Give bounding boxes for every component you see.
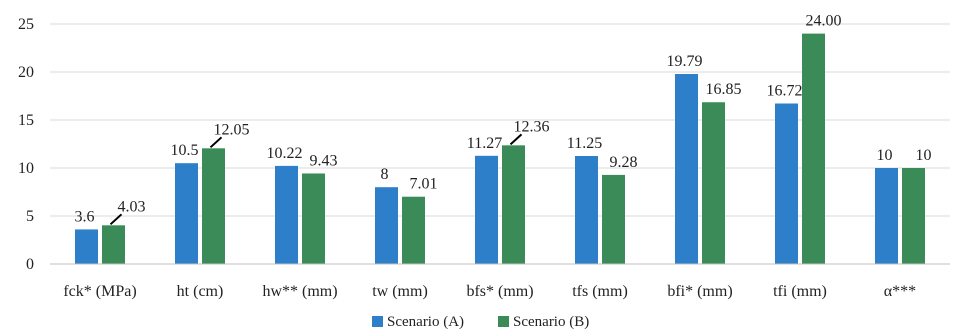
bar-a-6 [575, 156, 598, 264]
x-category-label-1: fck* (MPa) [63, 283, 136, 300]
bar-b-6 [602, 174, 625, 264]
legend: Scenario (A) Scenario (B) [372, 314, 589, 330]
y-gridlines [50, 23, 950, 217]
y-tick-label-15: 15 [18, 112, 34, 129]
bar-b-4 [402, 196, 425, 264]
bar-a-1 [75, 229, 98, 264]
x-category-label-7: bfi* (mm) [667, 283, 732, 300]
data-label-b-8: 24.00 [806, 13, 842, 30]
data-label-b-9: 10 [916, 147, 932, 164]
y-tick-label-20: 20 [18, 64, 34, 81]
bar-b-8 [802, 33, 825, 264]
data-label-a-3: 10.22 [267, 145, 303, 162]
bars [75, 33, 925, 265]
bar-a-8 [775, 103, 798, 264]
bar-a-7 [675, 74, 698, 265]
bar-b-7 [702, 102, 725, 265]
bar-b-3 [302, 173, 325, 264]
bar-a-3 [275, 165, 298, 264]
data-label-a-2: 10.5 [171, 142, 199, 159]
data-label-b-3: 9.43 [310, 152, 338, 169]
bar-b-9 [902, 168, 925, 264]
x-category-label-9: α*** [884, 283, 916, 300]
legend-swatch-a [372, 316, 383, 327]
y-tick-label-10: 10 [18, 160, 34, 177]
bar-a-9 [875, 168, 898, 264]
data-label-b-4: 7.01 [410, 176, 438, 193]
x-category-label-2: ht (cm) [177, 283, 224, 300]
leader-line-1 [109, 213, 123, 226]
label-leader-lines [109, 133, 523, 226]
bar-b-1 [102, 225, 125, 264]
y-tick-label-5: 5 [26, 208, 34, 225]
legend-swatch-b [498, 316, 509, 327]
x-category-label-3: hw** (mm) [262, 283, 337, 300]
data-label-a-8: 16.72 [767, 82, 803, 99]
x-category-label-6: tfs (mm) [572, 283, 628, 300]
data-label-a-4: 8 [381, 166, 389, 183]
leader-line-2 [209, 136, 223, 149]
data-label-a-5: 11.27 [467, 135, 502, 152]
data-label-a-7: 19.79 [667, 53, 703, 70]
data-label-b-2: 12.05 [214, 121, 250, 138]
leader-line-5 [509, 133, 523, 146]
bar-b-5 [502, 145, 525, 264]
x-category-label-8: tfi (mm) [773, 283, 827, 300]
y-tick-label-25: 25 [18, 16, 34, 33]
y-axis-ticks: 0 5 10 15 20 25 [18, 16, 34, 273]
bar-b-2 [202, 148, 225, 264]
x-category-label-5: bfs* (mm) [466, 283, 533, 300]
bar-a-2 [175, 163, 198, 264]
data-label-b-6: 9.28 [610, 154, 638, 171]
bar-a-4 [375, 187, 398, 264]
data-label-b-7: 16.85 [706, 81, 742, 98]
bar-a-5 [475, 155, 498, 264]
data-labels: 3.6 4.03 10.5 12.05 10.22 9.43 8 7.01 11.27 12.36… [75, 13, 932, 226]
legend-label-b: Scenario (B) [513, 314, 589, 330]
data-label-b-5: 12.36 [514, 118, 550, 135]
data-label-b-1: 4.03 [118, 198, 146, 215]
legend-label-a: Scenario (A) [387, 314, 464, 330]
data-label-a-1: 3.6 [75, 208, 95, 225]
x-category-label-4: tw (mm) [372, 283, 428, 300]
y-tick-label-0: 0 [26, 256, 34, 273]
data-label-a-6: 11.25 [567, 135, 602, 152]
data-label-a-9: 10 [877, 147, 893, 164]
x-axis-categories: fck* (MPa) ht (cm) hw** (mm) tw (mm) bfs* (m… [63, 283, 916, 300]
